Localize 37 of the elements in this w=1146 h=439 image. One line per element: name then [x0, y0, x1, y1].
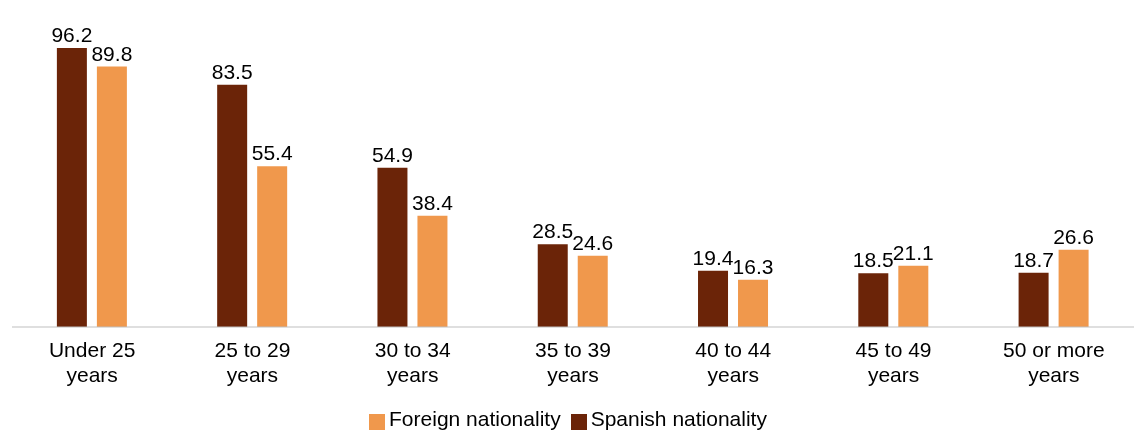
bar	[377, 167, 408, 327]
bar	[257, 166, 288, 327]
data-label: 89.8	[91, 41, 133, 65]
data-label: 26.6	[1053, 224, 1095, 248]
bar	[1018, 272, 1049, 327]
legend-label: Foreign nationality	[389, 407, 561, 430]
data-label: 21.1	[892, 240, 934, 264]
bar	[417, 215, 448, 327]
bar	[217, 84, 248, 327]
bar	[858, 273, 889, 327]
x-tick-label: 30 to 34 years	[374, 338, 451, 386]
x-tick-label: 25 to 29 years	[214, 338, 291, 386]
data-label: 18.7	[1013, 247, 1055, 271]
data-label: 28.5	[532, 219, 574, 243]
data-label: 38.4	[412, 190, 454, 214]
bar	[738, 279, 769, 327]
legend-label: Spanish nationality	[590, 407, 767, 430]
x-tick-label: 35 to 39 years	[535, 338, 611, 386]
bar	[577, 255, 608, 327]
data-label: 19.4	[692, 245, 734, 269]
x-tick-label: Under 25 years	[48, 338, 136, 386]
data-label: 55.4	[251, 141, 293, 165]
data-label: 16.3	[732, 254, 774, 278]
bar	[96, 66, 127, 327]
x-tick-label: 50 or more years	[1003, 338, 1105, 386]
data-label: 54.9	[372, 142, 413, 166]
bar	[898, 265, 929, 327]
data-label: 96.2	[51, 23, 93, 46]
bar	[56, 48, 87, 327]
x-tick-label: 45 to 49 years	[855, 338, 932, 386]
bar	[698, 270, 729, 327]
data-label: 24.6	[572, 230, 614, 254]
x-tick-label: 40 to 44 years	[695, 338, 772, 386]
data-label: 18.5	[852, 248, 894, 272]
data-label: 83.5	[211, 59, 253, 83]
bar	[1058, 249, 1089, 327]
bar	[537, 244, 568, 327]
